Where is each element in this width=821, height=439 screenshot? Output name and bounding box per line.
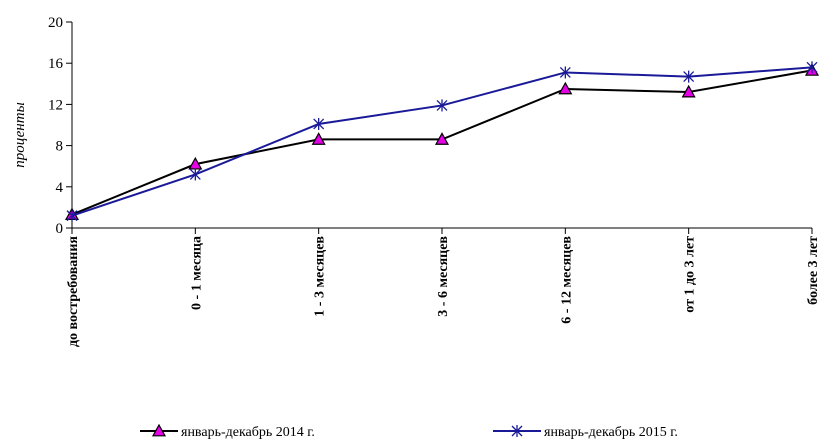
- data-point-asterisk: [683, 70, 695, 83]
- data-point-triangle: [681, 84, 696, 98]
- data-point-triangle: [434, 132, 450, 145]
- y-tick-label: 8: [56, 139, 64, 155]
- data-point-asterisk: [189, 168, 201, 181]
- legend-label-2015: январь-декабрь 2015 г.: [544, 425, 678, 439]
- y-tick-label: 16: [48, 56, 64, 72]
- data-point-asterisk: [313, 117, 325, 130]
- x-tick-labels: до востребования 0 - 1 месяца 1 - 3 месяце…: [66, 236, 821, 347]
- y-ticks: 0 4 8 12 16 20: [48, 15, 72, 237]
- legend-item-2014: январь-декабрь 2014 г.: [140, 423, 315, 439]
- data-point-triangle: [311, 132, 326, 145]
- data-point-triangle: [558, 81, 573, 95]
- x-tick-label: 1 - 3 месяцев: [313, 236, 328, 317]
- data-point-asterisk: [559, 66, 571, 79]
- x-tick-label: более 3 лет: [806, 236, 821, 305]
- legend-label-2014: январь-декабрь 2014 г.: [181, 425, 315, 439]
- data-point-asterisk: [806, 61, 818, 74]
- y-tick-label: 20: [48, 15, 63, 31]
- x-tick-label: 6 - 12 месяцев: [559, 236, 574, 324]
- y-tick-label: 4: [56, 180, 64, 196]
- series-2014: [64, 63, 820, 221]
- axes: [71, 22, 813, 234]
- legend-marker-2014: [151, 423, 167, 437]
- legend: январь-декабрь 2014 г. январь-декабрь 20…: [140, 423, 678, 439]
- legend-item-2015: январь-декабрь 2015 г.: [493, 425, 678, 439]
- y-axis: проценты: [12, 102, 28, 167]
- x-tick-label: до востребования: [66, 236, 81, 347]
- data-point-asterisk: [436, 99, 448, 112]
- x-tick-label: 0 - 1 месяца: [189, 236, 204, 310]
- x-tick-label: 3 - 6 месяцев: [436, 236, 451, 317]
- x-tick-label: от 1 до 3 лет: [683, 236, 698, 313]
- data-point-asterisk: [66, 209, 78, 222]
- y-tick-label: 12: [48, 97, 63, 113]
- y-axis-label: проценты: [12, 102, 28, 167]
- data-series: [64, 61, 820, 222]
- y-tick-label: 0: [56, 221, 64, 237]
- series-2015: [66, 61, 818, 222]
- legend-marker-2015: [511, 425, 523, 437]
